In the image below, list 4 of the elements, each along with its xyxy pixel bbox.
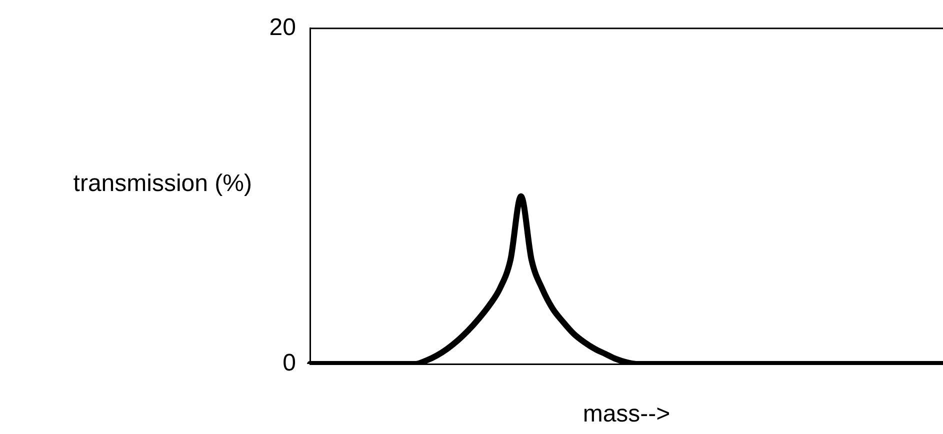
x-axis-title: mass--> [582, 400, 670, 428]
y-tick-label: 0 [282, 350, 296, 377]
y-tick-label: 20 [269, 14, 296, 42]
y-axis-title: transmission (%) [73, 170, 252, 197]
